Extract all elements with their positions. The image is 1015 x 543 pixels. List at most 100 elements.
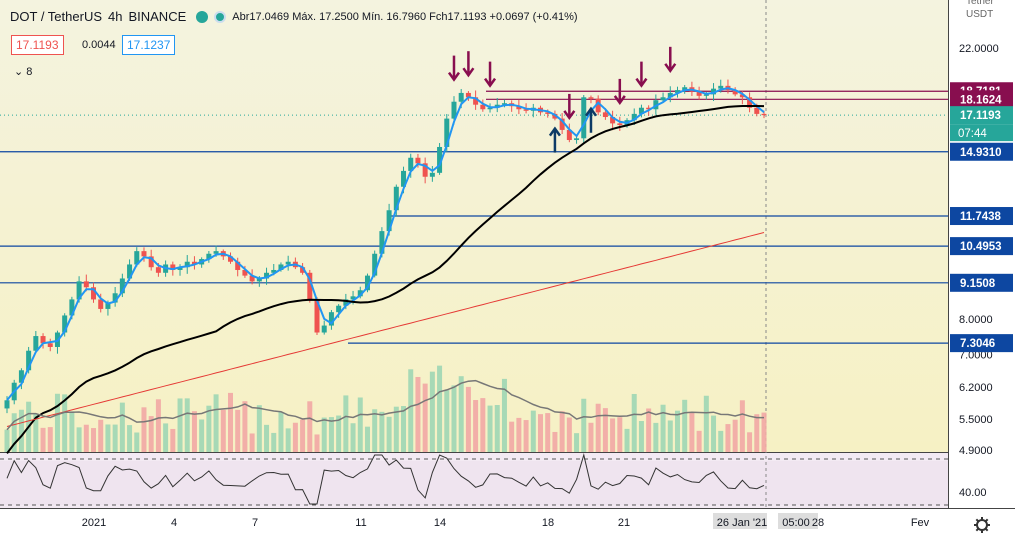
candle-body xyxy=(69,299,75,316)
volume-bar xyxy=(602,408,608,452)
volume-bar xyxy=(379,411,385,452)
candle-body xyxy=(235,261,241,270)
candle-body xyxy=(83,281,89,288)
volume-ma-line xyxy=(6,379,764,431)
volume-bar xyxy=(307,401,313,452)
volume-bar xyxy=(300,419,306,452)
ma-200-line xyxy=(6,232,765,427)
candle-body xyxy=(516,106,522,110)
volume-bar xyxy=(566,417,572,452)
countdown-text: 07:44 xyxy=(958,128,987,140)
candle-body xyxy=(91,287,97,300)
time-tick-label: 4 xyxy=(171,517,177,529)
price-label-tag xyxy=(950,142,1013,161)
time-tick-label: 11 xyxy=(355,517,366,529)
down-arrow-icon xyxy=(635,77,648,88)
candle-body xyxy=(134,251,140,265)
chart-background xyxy=(0,0,948,452)
volume-bar xyxy=(155,399,161,452)
volume-bar xyxy=(271,432,277,452)
volume-bar xyxy=(62,394,68,452)
candle-body xyxy=(739,94,745,98)
volume-bar xyxy=(184,398,190,452)
gear-icon xyxy=(975,518,980,523)
candle-body xyxy=(357,290,363,297)
volume-bar xyxy=(660,404,666,452)
volume-bar xyxy=(552,431,558,452)
volume-bar xyxy=(112,424,118,452)
volume-bar xyxy=(480,398,486,452)
candle-body xyxy=(242,269,248,276)
volume-bar xyxy=(177,398,183,452)
up-arrow-icon xyxy=(548,126,561,137)
candle-body xyxy=(227,256,233,262)
volume-bar xyxy=(119,402,125,452)
indicator-count: 8 xyxy=(26,66,33,78)
volume-bar xyxy=(761,412,767,452)
volume-bar xyxy=(170,428,176,452)
volume-bar xyxy=(47,427,53,452)
down-arrow-icon xyxy=(462,67,475,78)
crosshair-time-tag xyxy=(778,513,818,529)
interval-label[interactable]: 4h xyxy=(108,9,123,24)
candle-body xyxy=(718,85,724,89)
volume-bar xyxy=(256,405,262,452)
candle-body xyxy=(422,163,428,177)
candle-body xyxy=(170,264,176,270)
candle-body xyxy=(581,97,587,139)
volume-bar xyxy=(437,365,443,452)
volume-bar xyxy=(516,417,522,452)
candle-body xyxy=(350,296,356,300)
volume-bar xyxy=(465,386,471,452)
volume-bar xyxy=(83,424,89,452)
price-label-text: 17.1193 xyxy=(960,110,1001,122)
price-label-tag xyxy=(950,334,1013,353)
volume-bar xyxy=(538,414,544,452)
price-label-text: 14.9310 xyxy=(960,147,1002,159)
price-tick-label: 6.2000 xyxy=(959,382,993,394)
volume-bar xyxy=(501,378,507,452)
candle-body xyxy=(501,103,507,105)
price-label-text: 18.1624 xyxy=(960,94,1002,106)
volume-bar xyxy=(458,376,464,452)
indicators-toggle[interactable]: ⌄ 8 xyxy=(14,65,32,78)
volume-bar xyxy=(473,400,479,452)
volume-bar xyxy=(451,385,457,452)
volume-bar xyxy=(667,420,673,452)
candle-body xyxy=(343,299,349,306)
candle-body xyxy=(682,87,688,91)
candle-body xyxy=(617,123,623,126)
rsi-tick-label: 40.00 xyxy=(959,487,987,499)
volume-bar xyxy=(69,411,75,452)
candle-body xyxy=(703,94,709,96)
price-label-text: 11.7438 xyxy=(960,211,1002,223)
chart-header: DOT / TetherUS 4h BINANCE Abr17.0469 Máx… xyxy=(10,9,578,24)
volume-bar xyxy=(487,405,493,452)
candle-body xyxy=(184,261,190,268)
sell-price-button[interactable]: 17.1193 xyxy=(11,35,64,55)
volume-bar xyxy=(581,398,587,452)
candle-body xyxy=(487,107,493,110)
volume-bar xyxy=(4,429,10,452)
volume-bar xyxy=(242,401,248,452)
candle-body xyxy=(328,312,334,326)
volume-bar xyxy=(11,413,17,452)
volume-bar xyxy=(610,418,616,452)
time-axis-area xyxy=(0,508,1015,543)
down-arrow-icon xyxy=(664,63,677,73)
volume-bar xyxy=(732,419,738,452)
volume-bar xyxy=(739,400,745,452)
candle-body xyxy=(631,113,637,121)
candle-body xyxy=(408,157,414,171)
time-tick-label: 14 xyxy=(434,517,446,529)
volume-bar xyxy=(278,411,284,452)
candle-body xyxy=(112,293,118,303)
price-label-tag xyxy=(950,90,1013,109)
candle-body xyxy=(473,97,479,105)
volume-bar xyxy=(213,394,219,452)
currency-label: USDT xyxy=(966,9,993,20)
buy-price-button[interactable]: 17.1237 xyxy=(122,35,176,55)
symbol-label[interactable]: DOT / TetherUS xyxy=(10,9,102,24)
candle-body xyxy=(732,90,738,95)
